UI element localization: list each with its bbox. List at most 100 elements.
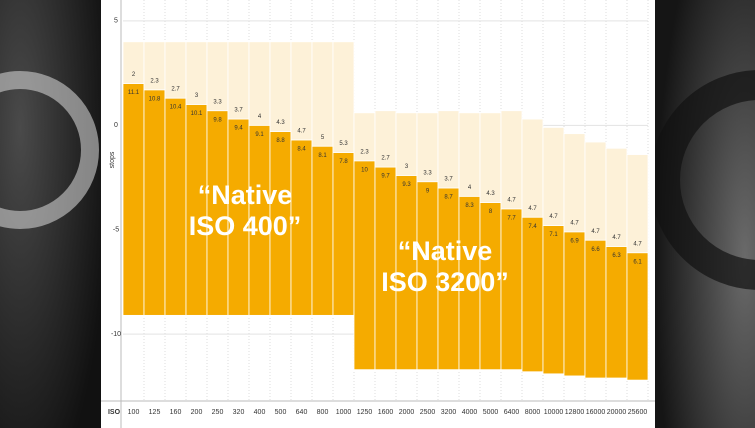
decor (0, 71, 99, 229)
x-tick-label: 10000 (544, 409, 564, 416)
value-label: 9.8 (213, 117, 222, 123)
value-label: 6.1 (633, 259, 642, 265)
value-label: 4.7 (633, 241, 642, 247)
value-label: 8 (489, 209, 493, 215)
bar-segment (563, 231, 586, 377)
value-label: 8.3 (465, 203, 474, 209)
value-label: 3.7 (234, 108, 243, 114)
x-tick-label: 320 (233, 409, 245, 416)
bar-segment (521, 216, 544, 373)
bar-segment (332, 152, 355, 316)
value-label: 4.3 (486, 191, 495, 197)
value-label: 4.7 (591, 229, 600, 235)
value-label: 8.8 (276, 138, 285, 144)
bar-segment (605, 246, 628, 379)
bar-segment (122, 83, 145, 316)
value-label: 3.3 (213, 99, 222, 105)
bar-segment (479, 112, 502, 203)
bar-segment (542, 127, 565, 226)
value-label: 3 (405, 164, 409, 170)
x-tick-label: 2500 (420, 409, 436, 416)
value-label: 2.3 (360, 149, 369, 155)
bar-segment (626, 252, 649, 381)
value-label: 2.7 (381, 156, 390, 162)
annotation: ISO 3200” (381, 267, 509, 297)
bar-segment (626, 154, 649, 254)
annotation: ISO 400” (189, 211, 302, 241)
bar-segment (143, 89, 166, 316)
value-label: 5.3 (339, 141, 348, 147)
x-tick-label: 4000 (462, 409, 478, 416)
value-label: 4.7 (570, 220, 579, 226)
x-tick-label: 125 (149, 409, 161, 416)
value-label: 7.1 (549, 232, 558, 238)
value-label: 11.1 (128, 90, 140, 96)
x-axis-label: ISO (108, 409, 121, 416)
x-tick-label: 25600 (628, 409, 648, 416)
bar-segment (311, 145, 334, 316)
value-label: 2.7 (171, 87, 180, 93)
x-tick-label: 640 (296, 409, 308, 416)
x-tick-label: 250 (212, 409, 224, 416)
value-label: 6.3 (612, 253, 621, 259)
y-tick-label: -5 (113, 227, 119, 234)
bar-segment (584, 141, 607, 241)
y-tick-label: -10 (111, 331, 121, 338)
annotation: “Native (398, 236, 493, 266)
x-tick-label: 400 (254, 409, 266, 416)
bar-segment (458, 112, 481, 197)
value-label: 3.3 (423, 170, 432, 176)
bar-segment (563, 133, 586, 233)
bar-segment (248, 41, 271, 126)
value-label: 4.7 (612, 235, 621, 241)
annotation: “Native (198, 180, 293, 210)
value-label: 7.7 (507, 215, 516, 221)
x-tick-label: 20000 (607, 409, 627, 416)
value-label: 5 (321, 135, 325, 141)
bar-segment (521, 118, 544, 218)
decor (650, 70, 755, 290)
value-label: 4.7 (549, 214, 558, 220)
x-tick-label: 3200 (441, 409, 457, 416)
x-tick-label: 1250 (357, 409, 373, 416)
y-tick-label: 0 (114, 122, 118, 129)
x-tick-label: 200 (191, 409, 203, 416)
bar-segment (542, 225, 565, 375)
bar-segment (605, 147, 628, 247)
value-label: 4 (258, 114, 262, 120)
value-label: 9.7 (381, 174, 390, 180)
x-tick-label: 1000 (336, 409, 352, 416)
value-label: 9.4 (234, 126, 243, 132)
value-label: 9.3 (402, 182, 411, 188)
value-label: 6.6 (591, 247, 600, 253)
value-label: 10.1 (191, 111, 203, 117)
bar-segment (311, 41, 334, 147)
value-label: 2.3 (150, 78, 159, 84)
x-tick-label: 12800 (565, 409, 585, 416)
value-label: 4.3 (276, 120, 285, 126)
value-label: 9 (426, 188, 430, 194)
value-label: 4 (468, 185, 472, 191)
y-tick-label: 5 (114, 18, 118, 25)
value-label: 3.7 (444, 177, 453, 183)
value-label: 4.7 (528, 206, 537, 212)
bar-segment (353, 160, 376, 371)
x-tick-label: 6400 (504, 409, 520, 416)
bar-segment (269, 41, 292, 132)
x-tick-label: 8000 (525, 409, 541, 416)
x-tick-label: 800 (317, 409, 329, 416)
bar-segment (164, 97, 187, 316)
x-tick-label: 16000 (586, 409, 606, 416)
value-label: 2 (132, 72, 136, 78)
y-axis-label: stops (109, 151, 116, 168)
value-label: 10.8 (149, 96, 161, 102)
value-label: 9.1 (255, 132, 264, 138)
bar-segment (584, 239, 607, 379)
bar-segment (290, 41, 313, 141)
value-label: 8.4 (297, 147, 306, 153)
value-label: 7.8 (339, 159, 348, 165)
value-label: 3 (195, 93, 199, 99)
x-tick-label: 100 (128, 409, 140, 416)
